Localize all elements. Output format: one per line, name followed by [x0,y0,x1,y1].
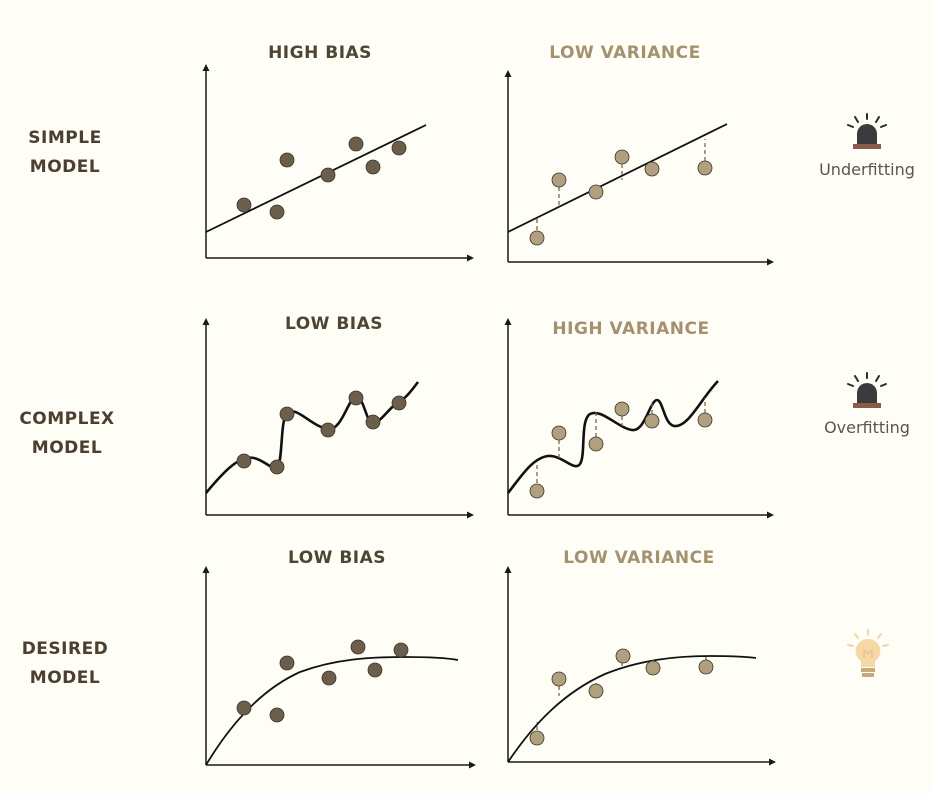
panel-title-low-variance: LOW VARIANCE [563,548,715,568]
panel-title-low-bias: LOW BIAS [284,314,384,334]
data-point [588,184,604,200]
data-point [321,670,337,686]
data-point [320,422,336,438]
data-point [236,197,252,213]
row-label-line: COMPLEX [19,409,115,429]
data-point [348,390,364,406]
y-axis-arrow [202,566,210,573]
good-fit-curve [507,655,757,763]
row-label-line: MODEL [29,157,101,177]
data-point [588,436,604,452]
data-point [348,136,364,152]
panel-title-low-variance: LOW VARIANCE [549,43,701,63]
data-point [588,683,604,699]
data-point [697,160,713,176]
status-underfitting: Underfitting [819,160,915,179]
y-axis-arrow [504,70,512,77]
data-point [365,159,381,175]
linear-fit-line [205,124,427,233]
x-axis-arrow [467,254,474,262]
y-axis-arrow [202,64,210,71]
data-point [551,425,567,441]
row-label-desired-model: DESIRED MODEL [0,635,130,693]
x-axis-arrow [469,761,476,769]
data-point [697,412,713,428]
data-point [365,414,381,430]
row-label-simple-model: SIMPLE MODEL [0,124,130,182]
data-point [269,459,285,475]
row-label-line: MODEL [29,668,101,688]
data-point [644,413,660,429]
data-point [551,671,567,687]
data-point [391,140,407,156]
data-point [393,642,409,658]
row-label-line: MODEL [31,438,103,458]
row-label-line: SIMPLE [28,128,102,148]
y-axis-arrow [504,318,512,325]
data-point [236,700,252,716]
data-point [614,401,630,417]
data-point [644,161,660,177]
data-point [391,395,407,411]
status-overfitting: Overfitting [824,418,910,437]
overfit-curve [204,381,420,494]
data-point [529,730,545,746]
x-axis-arrow [467,511,474,519]
data-point [529,483,545,499]
x-axis-arrow [769,758,776,766]
good-fit-curve [205,656,459,766]
alarm-light-icon [847,113,887,149]
linear-fit-line [507,123,728,233]
alarm-light-icon [847,372,887,408]
data-point [614,149,630,165]
data-point [615,648,631,664]
y-axis-arrow [202,318,210,325]
data-point [529,230,545,246]
overfit-curve [506,380,719,494]
panel-title-high-bias: HIGH BIAS [268,43,372,63]
data-point [279,152,295,168]
data-point [279,655,295,671]
data-point [367,662,383,678]
data-point [551,172,567,188]
x-axis-arrow [767,258,774,266]
data-point [269,707,285,723]
data-point [236,453,252,469]
data-point [269,204,285,220]
panel-title-high-variance: HIGH VARIANCE [552,319,710,339]
x-axis-arrow [767,511,774,519]
lightbulb-icon [847,629,889,677]
row-label-line: DESIRED [21,639,109,659]
data-point [350,639,366,655]
data-point [698,659,714,675]
data-point [645,660,661,676]
y-axis-arrow [504,566,512,573]
data-point [279,406,295,422]
data-point [320,167,336,183]
row-label-complex-model: COMPLEX MODEL [2,405,132,463]
panel-title-low-bias: LOW BIAS [287,548,387,568]
